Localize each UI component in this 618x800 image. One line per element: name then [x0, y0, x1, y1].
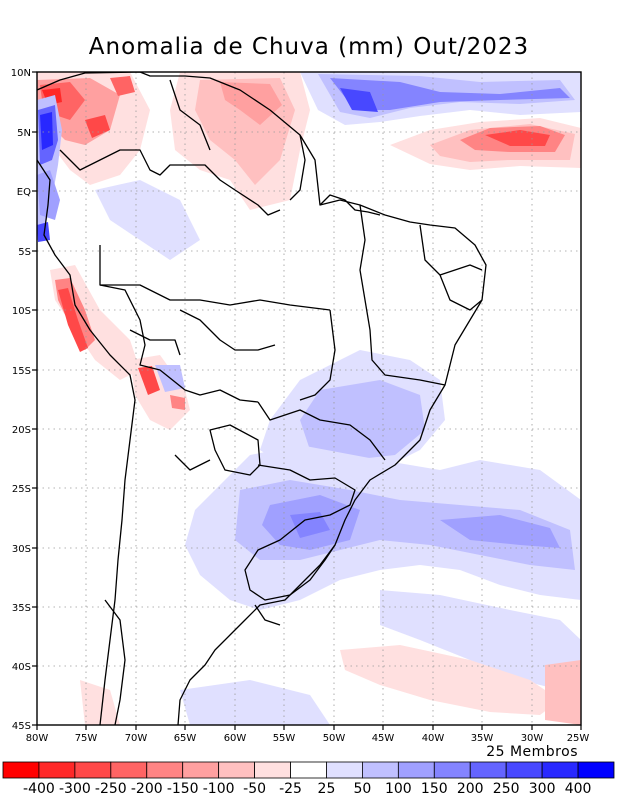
colorbar-swatch [362, 761, 399, 779]
lon-label: 40W [422, 733, 445, 744]
colorbar-label: -50 [243, 781, 266, 797]
lat-label: 45S [12, 721, 31, 732]
colorbar-label: -100 [203, 781, 235, 797]
colorbar-label: 100 [385, 781, 412, 797]
colorbar-label: -250 [95, 781, 127, 797]
colorbar-label: 50 [353, 781, 371, 797]
colorbar-label: 300 [529, 781, 556, 797]
lat-label: 5S [18, 247, 31, 258]
colorbar-label: 250 [493, 781, 520, 797]
lat-label: 20S [12, 425, 31, 436]
colorbar-label: -200 [131, 781, 163, 797]
colorbar-swatch [38, 761, 76, 779]
colorbar-swatch [433, 761, 471, 779]
colorbar-label: -400 [23, 781, 55, 797]
lat-label: 25S [12, 484, 31, 495]
lon-label: 60W [224, 733, 247, 744]
lon-label: 50W [323, 733, 346, 744]
colorbar-swatch [2, 761, 40, 779]
colorbar-swatch [290, 761, 327, 779]
lat-labels: 10N 5N EQ 5S 10S 15S 20S 25S 30S 35S 40S… [11, 68, 31, 732]
anomaly-field [37, 72, 581, 725]
colorbar-swatch [110, 761, 148, 779]
lat-label: 5N [17, 128, 31, 139]
colorbar-label: -300 [59, 781, 91, 797]
colorbar-label: 150 [421, 781, 448, 797]
lat-label: 35S [12, 603, 31, 614]
lat-label: 10N [11, 68, 31, 79]
colorbar-swatch [146, 761, 184, 779]
lon-label: 25W [567, 733, 590, 744]
colorbar-labels: -400 -300 -250 -200 -150 -100 -50 -25 25 50 100 150… [23, 781, 591, 797]
colorbar-label: 200 [457, 781, 484, 797]
colorbar-label: 400 [565, 781, 592, 797]
map-title: Anomalia de Chuva (mm) Out/2023 [88, 34, 530, 60]
colorbar-swatch [74, 761, 112, 779]
colorbar-swatch [505, 761, 543, 779]
lon-label: 80W [26, 733, 49, 744]
lon-labels: 80W 75W 70W 65W 60W 55W 50W 45W 40W 35W … [26, 733, 590, 744]
map-frame [36, 71, 582, 726]
axis-ticks [32, 71, 582, 730]
lon-label: 65W [174, 733, 197, 744]
members-label: 25 Membros [486, 744, 578, 760]
colorbar-label: -150 [167, 781, 199, 797]
colorbar-swatch [218, 761, 255, 779]
lat-label: 15S [12, 366, 31, 377]
lon-label: 70W [125, 733, 148, 744]
lon-label: 55W [273, 733, 296, 744]
colorbar-swatch [577, 761, 615, 779]
colorbar-swatch [254, 761, 291, 779]
colorbar-swatch [326, 761, 363, 779]
colorbar-swatch [469, 761, 507, 779]
lat-label: 10S [12, 306, 31, 317]
colorbar-swatch [541, 761, 579, 779]
colorbar-swatch [182, 761, 220, 779]
lat-label: 40S [12, 662, 31, 673]
lon-label: 35W [471, 733, 494, 744]
colorbar-swatch [397, 761, 435, 779]
lon-label: 30W [521, 733, 544, 744]
coastlines-borders [37, 72, 487, 725]
lat-label: 30S [12, 544, 31, 555]
lat-label: EQ [17, 187, 31, 198]
lon-label: 45W [372, 733, 395, 744]
colorbar-label: -25 [279, 781, 302, 797]
colorbar [2, 761, 615, 779]
lon-label: 75W [75, 733, 98, 744]
colorbar-label: 25 [318, 781, 336, 797]
